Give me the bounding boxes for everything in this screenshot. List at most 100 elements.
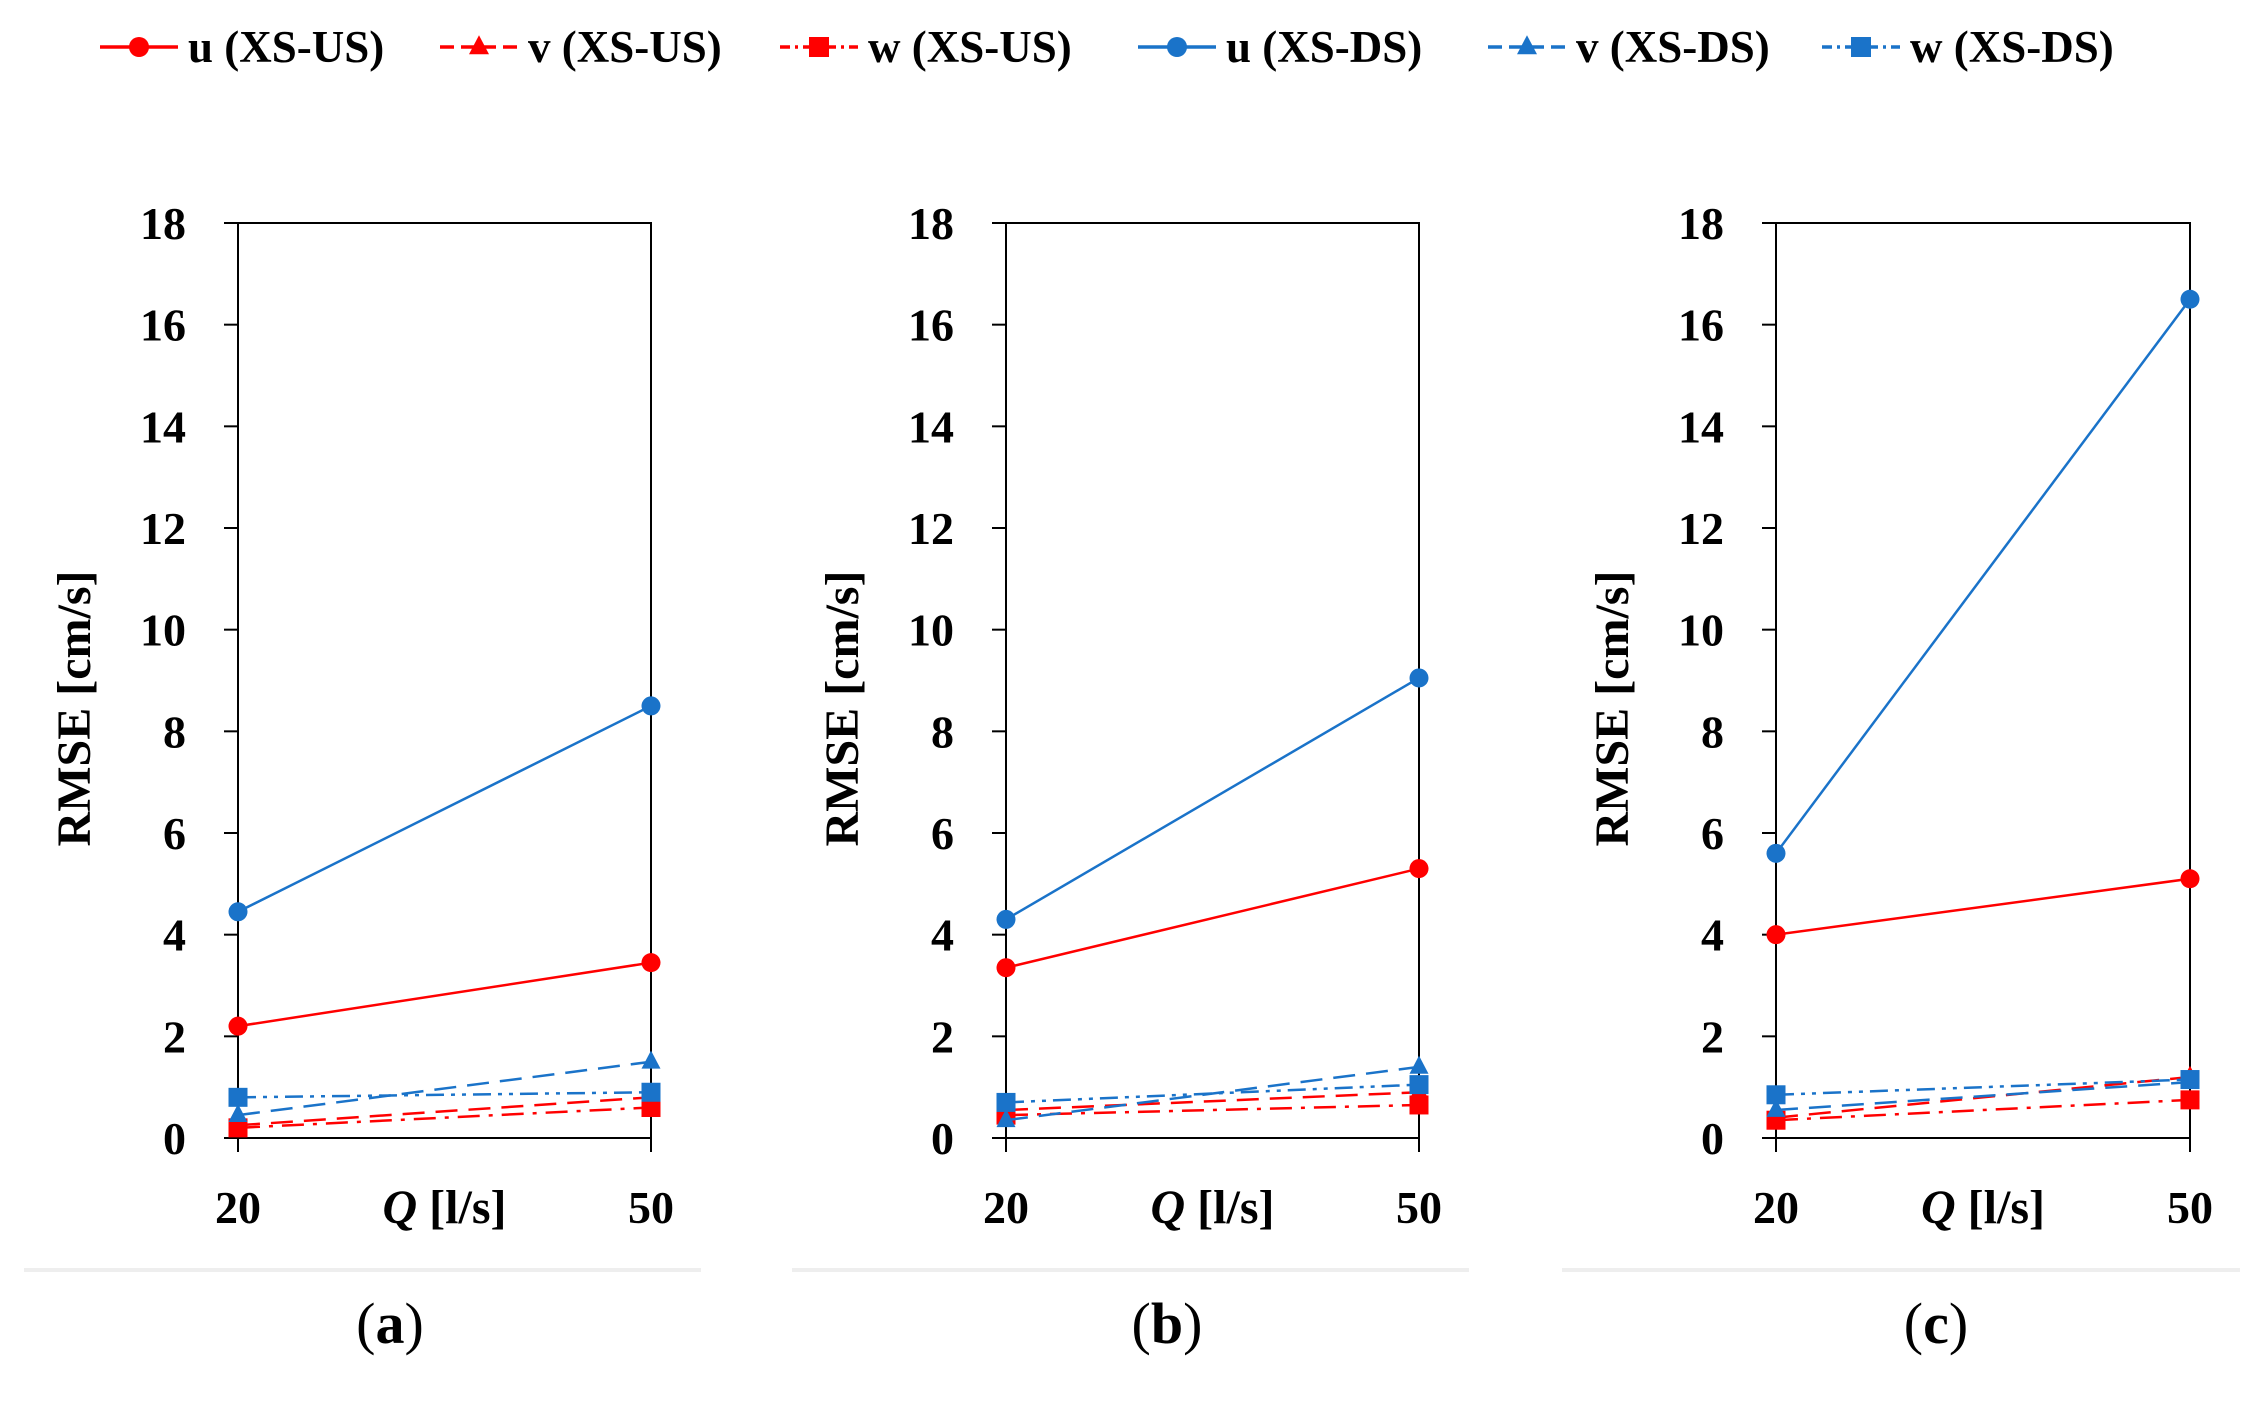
series-w-xs-ds [228,1082,661,1107]
x-tick-label: 50 [1396,1182,1442,1233]
x-tick-label: 20 [215,1182,261,1233]
data-point [641,696,661,716]
y-axis-label: RMSE [cm/s] [816,571,869,847]
data-point [228,1118,248,1138]
data-point [996,958,1016,978]
x-axis-label: Q [l/s] [1151,1181,1275,1234]
series-line [1005,1103,1420,1117]
series-u-xs-ds [1766,289,2200,863]
data-point [1409,1075,1429,1095]
series-u-xs-ds [228,696,661,922]
caption-c: (c) [1903,1291,1969,1356]
y-tick-label: 6 [163,808,186,859]
y-tick-label: 8 [163,706,186,757]
series-w-xs-us [228,1098,661,1138]
y-tick-label: 18 [140,198,186,249]
series-line [1005,1091,1420,1112]
x-axis-label: Q [l/s] [383,1181,507,1234]
y-tick-label: 8 [931,706,954,757]
y-tick-label: 4 [931,910,954,961]
series-u-xs-us [228,953,661,1036]
data-point [228,902,248,922]
data-point [996,909,1016,929]
series-line [1775,1098,2191,1122]
legend-label: w (XS-US) [868,22,1072,72]
series-v-xs-ds [996,1055,1429,1128]
data-point [641,1050,661,1069]
legend-item-v-xs-us: v (XS-US) [440,22,722,72]
legend-marker-square [809,37,829,57]
series-line [1005,1065,1420,1122]
legend-item-v-xs-ds: v (XS-DS) [1488,22,1770,72]
data-point [2180,869,2200,889]
data-point [641,953,661,973]
chart-legend: u (XS-US) v (XS-US) w (XS-US) u (XS-DS) v (X… [100,22,2114,72]
panel-a: 0 2 4 6 8 10 12 14 16 18 20 50 Q [l/s] RMSE [cm/s] [24,198,701,1272]
series-line [1775,1078,2191,1097]
data-point [2180,289,2200,309]
legend-item-w-xs-ds: w (XS-DS) [1822,22,2114,72]
panel-b: 0 2 4 6 8 10 12 14 16 18 20 50 Q [l/s] RMSE [cm/s] [792,198,1469,1272]
series-line [1774,298,2192,855]
series-line [1775,1080,2191,1112]
plot-frame [1775,222,2191,1139]
data-point [1766,1085,1786,1105]
series-u-xs-us [996,859,1429,978]
legend-label: u (XS-US) [188,22,384,72]
data-point [228,1087,248,1107]
y-tick-label: 16 [140,300,186,351]
y-tick-label: 6 [1701,808,1724,859]
y-tick-label: 12 [908,503,954,554]
y-tick-label: 10 [1678,605,1724,656]
y-tick-label: 14 [908,401,954,452]
x-tick-label: 20 [983,1182,1029,1233]
data-point [641,1098,661,1117]
data-point [1409,859,1429,879]
y-axis-label: RMSE [cm/s] [1586,571,1639,847]
data-point [1409,1055,1429,1074]
legend-label: v (XS-DS) [1576,22,1770,72]
legend-label: v (XS-US) [528,22,722,72]
series-line [1775,1075,2191,1119]
y-tick-label: 12 [1678,503,1724,554]
caption-a: (a) [356,1291,424,1356]
legend-marker-circle [129,37,149,57]
x-tick-label: 50 [2167,1182,2213,1233]
legend-marker-square [1851,37,1871,57]
y-tick-label: 2 [1701,1011,1724,1062]
data-point [1409,668,1429,688]
y-tick-label: 18 [908,198,954,249]
legend-item-w-xs-us: w (XS-US) [780,22,1072,72]
y-tick-label: 2 [931,1011,954,1062]
y-tick-label: 14 [1678,401,1724,452]
data-point [2180,1090,2200,1110]
data-point [1409,1095,1429,1115]
y-tick-label: 16 [1678,300,1724,351]
series-w-xs-ds [1766,1070,2200,1105]
y-tick-label: 12 [140,503,186,554]
data-point [1766,843,1786,863]
legend-label: w (XS-DS) [1910,22,2114,72]
y-tick-label: 14 [140,401,186,452]
y-tick-label: 10 [908,605,954,656]
data-point [641,1082,661,1102]
y-tick-label: 4 [163,910,186,961]
x-tick-label: 50 [628,1182,674,1233]
y-tick-label: 0 [1701,1113,1724,1164]
y-tick-label: 0 [931,1113,954,1164]
data-point [1766,1098,1786,1117]
y-tick-label: 8 [1701,706,1724,757]
data-point [2180,1070,2200,1090]
y-tick-label: 6 [931,808,954,859]
panel-c: 0 2 4 6 8 10 12 14 16 18 20 50 Q [l/s] RMSE [cm/s] [1562,198,2240,1272]
data-point [1766,925,1786,945]
series-line [237,704,652,913]
caption-b: (b) [1131,1291,1203,1356]
series-line [1005,676,1420,921]
legend-label: u (XS-DS) [1226,22,1422,72]
series-line [237,961,652,1028]
series-line [237,1091,652,1099]
y-axis-label: RMSE [cm/s] [48,571,101,847]
legend-marker-triangle [1517,35,1537,55]
